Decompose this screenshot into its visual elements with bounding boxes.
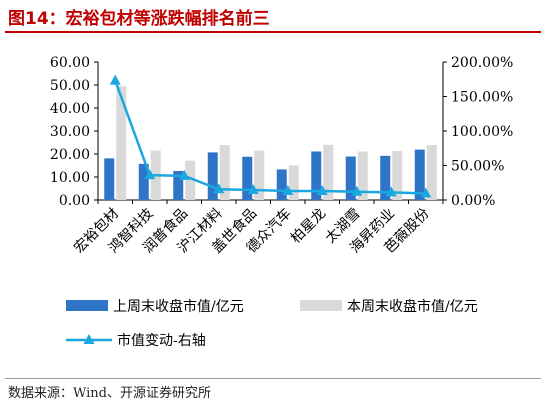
chart-title: 图14：宏裕包材等涨跌幅排名前三 xyxy=(8,9,270,29)
right-tick-label: 100.00% xyxy=(451,124,513,140)
bar-this-week xyxy=(357,151,368,200)
change-marker xyxy=(385,186,397,197)
change-marker xyxy=(282,185,294,196)
legend-marker-change xyxy=(83,334,95,344)
change-marker xyxy=(178,169,190,180)
bar-last-week xyxy=(311,151,322,200)
source-note: 数据来源：Wind、开源证券研究所 xyxy=(8,386,211,401)
title-divider xyxy=(5,31,541,33)
legend-label-last-week: 上周末收盘市值/亿元 xyxy=(113,298,244,315)
change-marker xyxy=(351,185,363,196)
change-marker xyxy=(109,74,121,85)
chart: 0.00 10.00 20.00 30.00 40.00 50.00 60.00 0.00% 5… xyxy=(50,55,513,349)
right-tick-label: 200.00% xyxy=(451,55,513,71)
bar-last-week xyxy=(173,171,184,200)
bar-this-week xyxy=(426,145,437,200)
right-tick-label: 150.00% xyxy=(451,90,513,106)
change-marker xyxy=(316,185,328,196)
left-tick-label: 30.00 xyxy=(50,124,90,140)
left-tick-label: 10.00 xyxy=(50,170,90,186)
right-tick-label: 0.00% xyxy=(451,193,495,209)
legend-label-this-week: 本周末收盘市值/亿元 xyxy=(347,298,478,315)
change-marker xyxy=(144,169,156,180)
bar-last-week xyxy=(276,169,287,200)
bar-last-week xyxy=(380,155,391,200)
source-divider xyxy=(5,378,541,379)
left-tick-label: 0.00 xyxy=(59,193,90,209)
bar-last-week xyxy=(207,152,218,200)
bar-this-week xyxy=(185,160,196,200)
legend-swatch-this-week xyxy=(300,300,342,311)
bar-last-week xyxy=(414,149,425,200)
left-tick-label: 50.00 xyxy=(50,78,90,94)
bar-last-week xyxy=(345,156,356,200)
bar-this-week xyxy=(219,145,230,200)
bar-last-week xyxy=(138,163,149,200)
bar-this-week xyxy=(288,165,299,200)
bar-this-week xyxy=(116,86,127,200)
change-marker xyxy=(213,183,225,194)
bar-last-week xyxy=(242,156,253,200)
bar-this-week xyxy=(392,151,403,200)
bar-last-week xyxy=(104,158,115,200)
change-marker xyxy=(420,187,432,198)
right-tick-label: 50.00% xyxy=(451,159,504,175)
left-tick-label: 40.00 xyxy=(50,101,90,117)
legend-swatch-last-week xyxy=(66,300,108,311)
bar-this-week xyxy=(254,150,265,200)
bar-this-week xyxy=(323,144,334,200)
change-marker xyxy=(247,183,259,194)
left-tick-label: 60.00 xyxy=(50,55,90,71)
left-tick-label: 20.00 xyxy=(50,147,90,163)
legend-label-change: 市值变动-右轴 xyxy=(117,332,206,349)
category-label: 柏星龙 xyxy=(288,206,329,247)
change-line xyxy=(114,80,426,195)
